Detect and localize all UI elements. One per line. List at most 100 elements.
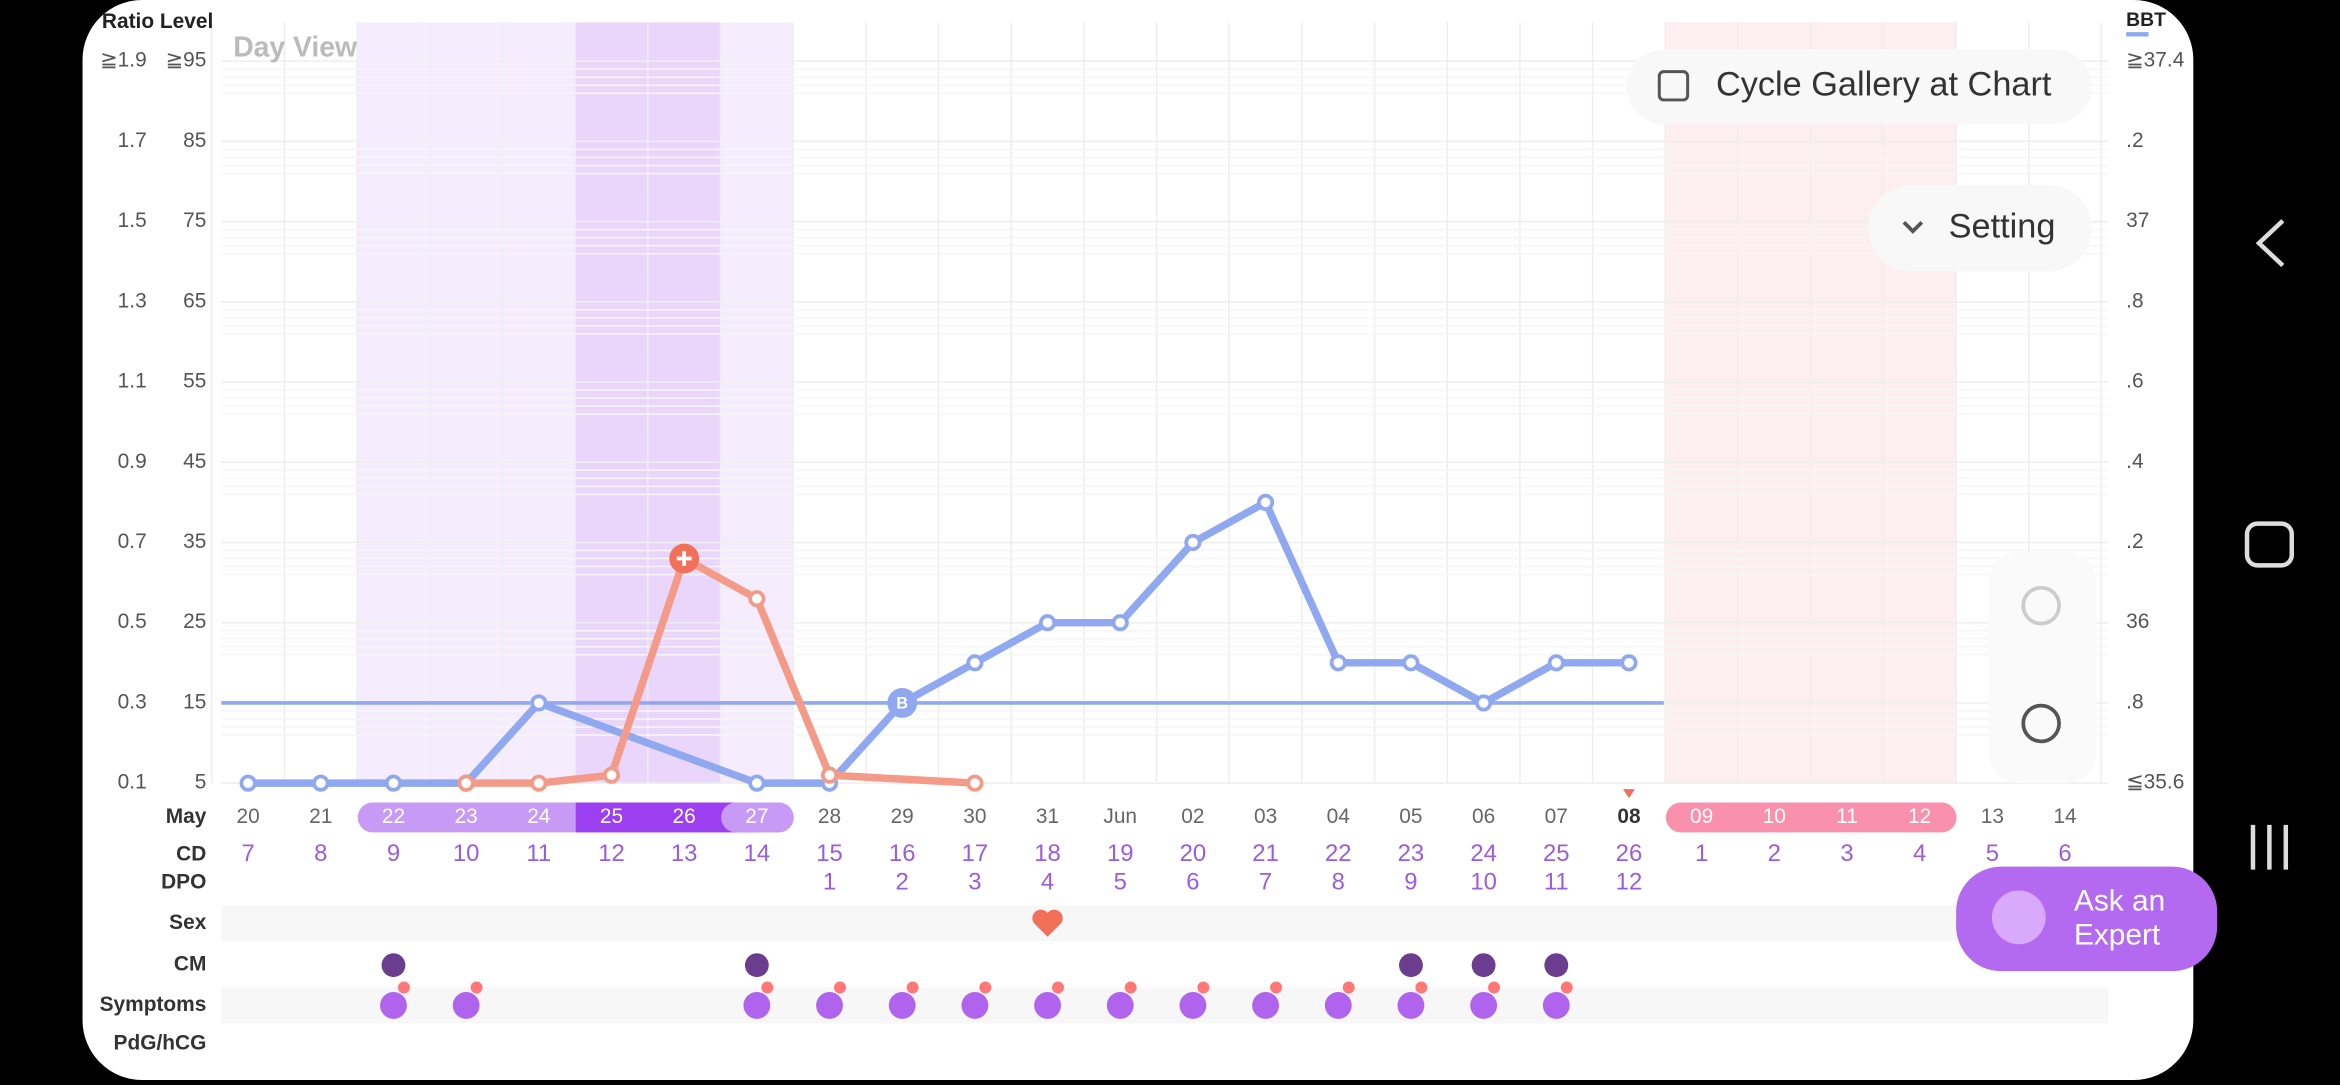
- dpo-label: 11: [1544, 868, 1569, 895]
- gallery-text: Cycle Gallery at Chart: [1716, 66, 2052, 104]
- bbt-line: [248, 498, 1629, 787]
- cd-label: 24: [1470, 840, 1497, 867]
- cd-label: 10: [453, 840, 480, 867]
- ratio-label: 1.5: [118, 209, 147, 232]
- cd-label: 1: [1695, 840, 1708, 867]
- symptom-dot: [397, 981, 410, 994]
- nav-bar: [2244, 219, 2295, 870]
- row-label: Symptoms: [100, 993, 207, 1016]
- home-button[interactable]: [2244, 521, 2295, 568]
- row-label: May: [166, 805, 207, 828]
- symptom-icon: [961, 991, 989, 1019]
- cm-icon: [744, 953, 769, 978]
- dpo-label: 8: [1332, 868, 1345, 895]
- view-label: Day View: [233, 32, 358, 64]
- dpo-label: 7: [1259, 868, 1272, 895]
- cd-label: 14: [744, 840, 771, 867]
- ratio-label: 0.3: [118, 690, 147, 713]
- bbt-marker-label: B: [896, 695, 908, 713]
- setting-text: Setting: [1949, 207, 2056, 245]
- zoom-panel: [1988, 551, 2097, 784]
- date-label: 10: [1763, 805, 1786, 828]
- row-label: CD: [176, 842, 206, 865]
- bbt-marker: [887, 688, 918, 718]
- bbt-line-point: [1257, 493, 1275, 511]
- level-label: 85: [183, 129, 206, 152]
- cd-label: 26: [1616, 840, 1643, 867]
- symptom-icon: [743, 991, 771, 1019]
- cd-label: 6: [2058, 840, 2071, 867]
- cd-label: 23: [1398, 840, 1425, 867]
- cd-label: 22: [1325, 840, 1352, 867]
- dpo-label: 3: [968, 868, 981, 895]
- dpo-label: 12: [1616, 868, 1643, 895]
- symptom-dot: [979, 981, 992, 994]
- row-label: DPO: [161, 871, 206, 894]
- date-label: 04: [1327, 805, 1350, 828]
- symptom-dot: [1560, 981, 1573, 994]
- date-pill: [721, 802, 794, 833]
- lh-line-point: [530, 774, 548, 792]
- date-label: 09: [1690, 805, 1713, 828]
- row-bg: [221, 905, 2109, 942]
- zoom-in[interactable]: [2021, 585, 2061, 626]
- expert-text: Ask an: [2074, 884, 2165, 917]
- date-label: 11: [1836, 805, 1858, 828]
- symptom-dot: [1488, 981, 1501, 994]
- symptom-icon: [1324, 991, 1352, 1019]
- cd-label: 15: [816, 840, 843, 867]
- bbt-label: 36: [2126, 610, 2149, 633]
- bbt-line-point: [1329, 654, 1347, 672]
- cd-label: 18: [1034, 840, 1061, 867]
- level-label: 15: [183, 690, 206, 713]
- ratio-label: ≧1.9: [100, 49, 147, 72]
- expert-icon: [1991, 890, 2046, 945]
- recents-button[interactable]: [2250, 824, 2289, 870]
- back-button[interactable]: [2255, 219, 2285, 268]
- lh-line-point: [457, 774, 475, 792]
- cm-icon: [381, 953, 406, 978]
- symptom-dot: [906, 981, 919, 994]
- cm-icon: [1471, 953, 1496, 978]
- symptom-icon: [1397, 991, 1425, 1019]
- axis-title: Ratio Level: [102, 10, 213, 33]
- lh-line-point: [602, 766, 621, 784]
- dpo-label: 6: [1186, 868, 1199, 895]
- dpo-label: 10: [1470, 868, 1497, 895]
- lh-peak-icon: [676, 551, 692, 566]
- symptom-dot: [834, 981, 846, 994]
- symptom-icon: [1179, 991, 1207, 1019]
- cd-label: 7: [241, 840, 254, 867]
- bbt-label: .8: [2126, 690, 2143, 713]
- bbt-line-point: [1402, 654, 1420, 672]
- level-label: 65: [183, 289, 206, 312]
- date-label: 12: [1908, 805, 1931, 828]
- date-label: 07: [1545, 805, 1568, 828]
- bbt-line-point: [1620, 654, 1638, 672]
- symptom-icon: [1034, 991, 1061, 1019]
- setting-button[interactable]: [1868, 184, 2092, 272]
- lh-line-point: [748, 590, 766, 608]
- dpo-label: 9: [1404, 868, 1417, 895]
- bbt-line-point: [1111, 614, 1129, 632]
- cd-label: 17: [962, 840, 989, 867]
- bbt-label: .8: [2126, 289, 2143, 312]
- date-label: 29: [891, 805, 914, 828]
- level-label: 45: [183, 450, 206, 473]
- bbt-label: .2: [2126, 530, 2143, 553]
- symptom-dot: [1270, 981, 1282, 994]
- bbt-line-point: [530, 694, 548, 712]
- symptom-icon: [1542, 991, 1570, 1019]
- cd-label: 19: [1107, 840, 1134, 867]
- cd-label: 21: [1252, 840, 1279, 867]
- date-label: 27: [745, 805, 768, 828]
- level-label: 25: [183, 610, 206, 633]
- zoom-out[interactable]: [2021, 703, 2061, 744]
- cd-label: 9: [387, 840, 400, 867]
- date-label: 25: [600, 805, 623, 828]
- gallery-button[interactable]: [1626, 49, 2092, 124]
- symptom-icon: [888, 991, 916, 1019]
- cd-label: 16: [889, 840, 916, 867]
- ratio-label: 1.7: [118, 129, 147, 152]
